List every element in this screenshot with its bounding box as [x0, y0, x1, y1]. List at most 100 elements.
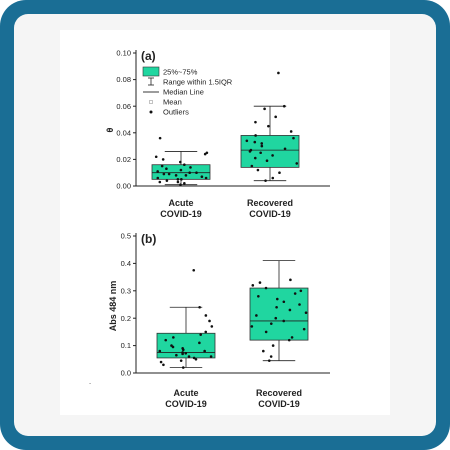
data-point: [253, 156, 257, 160]
legend-label: 25%~75%: [163, 68, 198, 77]
data-point: [271, 176, 275, 180]
data-point: [278, 171, 281, 174]
category-label: COVID-19: [258, 399, 300, 409]
legend-mean-swatch: [149, 100, 153, 104]
data-point: [162, 172, 166, 176]
y-tick-label: 0.00: [116, 182, 131, 191]
data-point: [292, 136, 295, 140]
data-point: [258, 281, 262, 284]
data-point: [298, 303, 301, 306]
data-point: [194, 358, 198, 361]
category-label: COVID-19: [249, 209, 291, 219]
data-point: [161, 158, 165, 161]
y-tick-label: 0.0: [121, 369, 131, 378]
data-point: [260, 144, 264, 148]
data-point: [288, 308, 292, 312]
data-point: [176, 180, 180, 184]
iqr-box: [249, 287, 309, 341]
data-point: [274, 115, 277, 119]
y-tick-label: 0.4: [121, 259, 131, 268]
data-point: [184, 174, 188, 177]
data-point: [176, 178, 180, 181]
data-point: [302, 327, 306, 331]
stray-mark: .: [89, 377, 91, 386]
y-tick-label: 0.02: [116, 155, 131, 164]
data-point: [290, 336, 294, 339]
data-point: [265, 159, 269, 163]
data-point: [254, 134, 257, 137]
data-point: [179, 183, 182, 186]
data-point: [183, 163, 186, 167]
data-point: [192, 268, 196, 272]
data-point: [159, 360, 163, 364]
data-point: [174, 174, 178, 177]
category-label: COVID-19: [160, 209, 202, 219]
y-tick-label: 0.08: [116, 75, 131, 84]
data-point: [262, 349, 265, 353]
data-point: [245, 139, 249, 143]
data-point: [269, 322, 273, 325]
y-tick-label: 0.5: [121, 232, 131, 241]
data-point: [179, 168, 183, 172]
data-point: [183, 182, 186, 185]
y-axis-label: θ: [105, 127, 115, 132]
data-point: [255, 314, 258, 317]
data-point: [180, 178, 183, 181]
data-point: [192, 356, 196, 360]
data-point: [156, 170, 159, 173]
data-point: [208, 319, 211, 323]
data-point: [259, 151, 262, 155]
data-point: [164, 338, 168, 342]
data-point: [199, 333, 202, 336]
data-point: [189, 166, 192, 169]
panel-label: (a): [141, 49, 156, 63]
legend-label: Outliers: [163, 108, 189, 117]
data-point: [181, 366, 185, 369]
data-point: [204, 314, 208, 317]
y-tick-label: 0.10: [116, 49, 131, 58]
data-point: [210, 325, 214, 328]
data-point: [282, 319, 286, 323]
data-point: [162, 363, 165, 367]
data-point: [254, 120, 257, 124]
data-point: [304, 311, 308, 315]
data-point: [198, 305, 201, 309]
data-point: [264, 179, 267, 182]
y-tick-label: 0.06: [116, 102, 131, 111]
data-point: [167, 172, 171, 176]
category-label: Recovered: [247, 198, 293, 208]
data-point: [248, 150, 252, 153]
data-point: [200, 175, 204, 178]
legend-outlier-swatch: [149, 110, 153, 114]
data-point: [178, 160, 182, 164]
data-point: [195, 171, 198, 174]
data-point: [271, 154, 274, 157]
data-point: [156, 176, 160, 180]
data-point: [267, 359, 271, 362]
data-point: [170, 344, 173, 347]
data-point: [264, 330, 268, 334]
data-point: [165, 179, 169, 182]
data-point: [250, 164, 254, 168]
data-point: [289, 130, 293, 133]
data-point: [204, 330, 208, 334]
data-point: [184, 351, 188, 355]
data-point: [282, 104, 286, 108]
data-point: [179, 359, 183, 362]
data-point: [263, 107, 266, 111]
data-point: [264, 286, 268, 290]
data-point: [175, 353, 178, 357]
data-point: [205, 151, 209, 155]
category-label: Recovered: [256, 388, 302, 398]
data-point: [160, 164, 164, 168]
data-point: [277, 71, 280, 75]
data-point: [158, 136, 162, 140]
y-tick-label: 0.3: [121, 286, 131, 295]
data-point: [198, 341, 201, 345]
legend-label: Range within 1.5IQR: [163, 78, 233, 87]
data-point: [293, 292, 297, 295]
y-axis-label: Abs 484 nm: [108, 281, 118, 332]
data-point: [256, 168, 260, 172]
